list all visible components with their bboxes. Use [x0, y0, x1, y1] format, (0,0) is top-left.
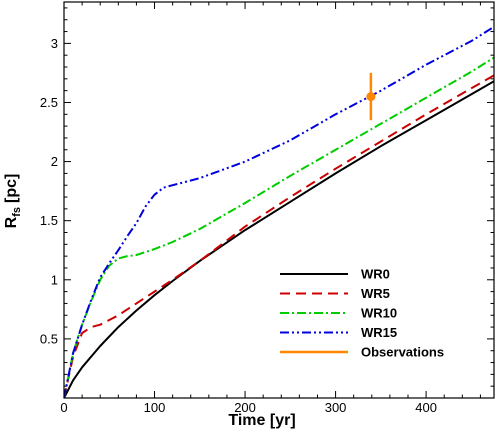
- legend-label-wr10: WR10: [361, 306, 397, 321]
- observation-point: [366, 92, 376, 102]
- y-tick-label: 3: [51, 36, 58, 51]
- plot-frame: [63, 1, 495, 399]
- x-tick-labels: 0 100 200 300 400: [60, 400, 437, 415]
- series-line-wr0: [64, 80, 494, 398]
- legend: WR0 WR5 WR10 WR15 Observations: [280, 267, 444, 360]
- y-tick-label: 2.5: [40, 95, 58, 110]
- y-tick-label: 2: [51, 154, 58, 169]
- series-lines: [64, 25, 494, 398]
- observation-marker: [366, 72, 376, 121]
- legend-label-observations: Observations: [361, 345, 444, 360]
- y-axis-label-subscript: fs: [11, 207, 23, 217]
- y-tick-label: 1: [51, 272, 58, 287]
- series-line-wr15: [64, 25, 494, 398]
- series-line-wr5: [64, 74, 494, 398]
- y-tick-label: 0.5: [40, 331, 58, 346]
- y-tick-labels: 0.5 1 1.5 2 2.5 3: [40, 36, 58, 347]
- series-line-wr10: [64, 56, 494, 398]
- y-tick-label: 1.5: [40, 213, 58, 228]
- x-tick-label: 200: [234, 400, 256, 415]
- x-tick-label: 100: [144, 400, 166, 415]
- axis-ticks: [63, 2, 494, 398]
- legend-label-wr15: WR15: [361, 325, 397, 340]
- y-axis-label: Rfs [pc]: [3, 174, 23, 229]
- x-tick-label: 400: [415, 400, 437, 415]
- legend-label-wr0: WR0: [361, 267, 390, 282]
- x-tick-label: 0: [60, 400, 67, 415]
- legend-label-wr5: WR5: [361, 286, 390, 301]
- x-tick-label: 300: [325, 400, 347, 415]
- y-axis-label-main: R: [3, 216, 20, 228]
- x-axis-label: Time [yr]: [228, 412, 295, 429]
- y-axis-label-unit: [pc]: [3, 174, 20, 203]
